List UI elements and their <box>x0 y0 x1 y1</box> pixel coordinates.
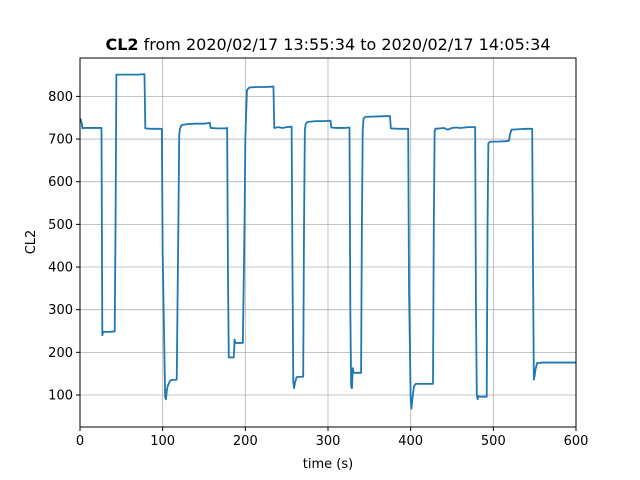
x-tick-label: 100 <box>150 434 175 449</box>
y-axis-label: CL2 <box>24 230 39 255</box>
chart-title-range: from 2020/02/17 13:55:34 to 2020/02/17 1… <box>139 35 551 54</box>
y-tick-label: 600 <box>48 175 73 190</box>
x-tick-label: 0 <box>76 434 84 449</box>
y-tick-label: 200 <box>48 346 73 361</box>
x-tick-label: 200 <box>233 434 258 449</box>
y-tick-label: 700 <box>48 133 73 148</box>
y-tick-label: 100 <box>48 389 73 404</box>
series-layer <box>79 73 576 410</box>
y-tick-label: 800 <box>48 90 73 105</box>
chart-title-variable: CL2 <box>105 35 138 54</box>
axis-ticks: 0 100 200 300 400 500 600 100 200 300 400 500 600 700… <box>48 90 588 449</box>
y-tick-label: 400 <box>48 261 73 276</box>
x-tick-label: 500 <box>481 434 506 449</box>
x-tick-label: 400 <box>398 434 423 449</box>
chart-title: CL2 from 2020/02/17 13:55:34 to 2020/02/… <box>105 35 550 54</box>
x-tick-label: 600 <box>564 434 589 449</box>
series-line-cl2 <box>79 73 576 410</box>
y-tick-label: 300 <box>48 303 73 318</box>
x-tick-label: 300 <box>316 434 341 449</box>
x-axis-label: time (s) <box>303 457 353 472</box>
y-tick-label: 500 <box>48 218 73 233</box>
